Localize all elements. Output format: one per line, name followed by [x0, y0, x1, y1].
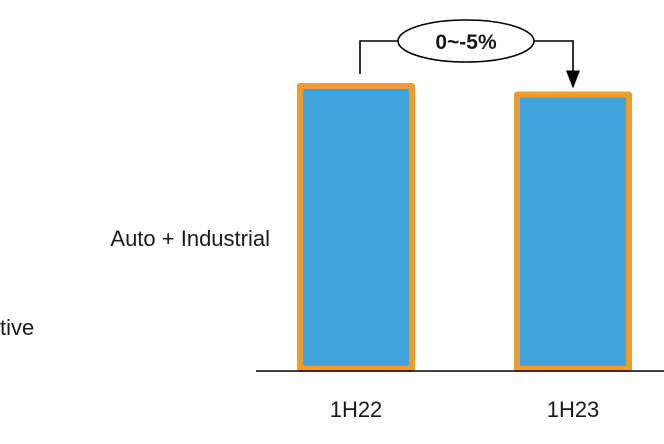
bars-layer	[297, 83, 632, 373]
bar-1h22	[297, 83, 415, 372]
change-oval	[397, 19, 535, 63]
series-label-truncated: tive	[0, 315, 34, 340]
x-tick-labels: 1H22 1H23	[330, 397, 600, 422]
x-tick-label-1h22: 1H22	[330, 397, 383, 422]
x-tick-label-1h23: 1H23	[547, 397, 600, 422]
bar-1h23	[514, 91, 632, 373]
series-label-auto-industrial: Auto + Industrial	[110, 226, 270, 251]
change-annotation: 0~-5%	[359, 19, 580, 89]
down-arrow-icon	[566, 70, 580, 89]
change-label: 0~-5%	[435, 31, 497, 54]
